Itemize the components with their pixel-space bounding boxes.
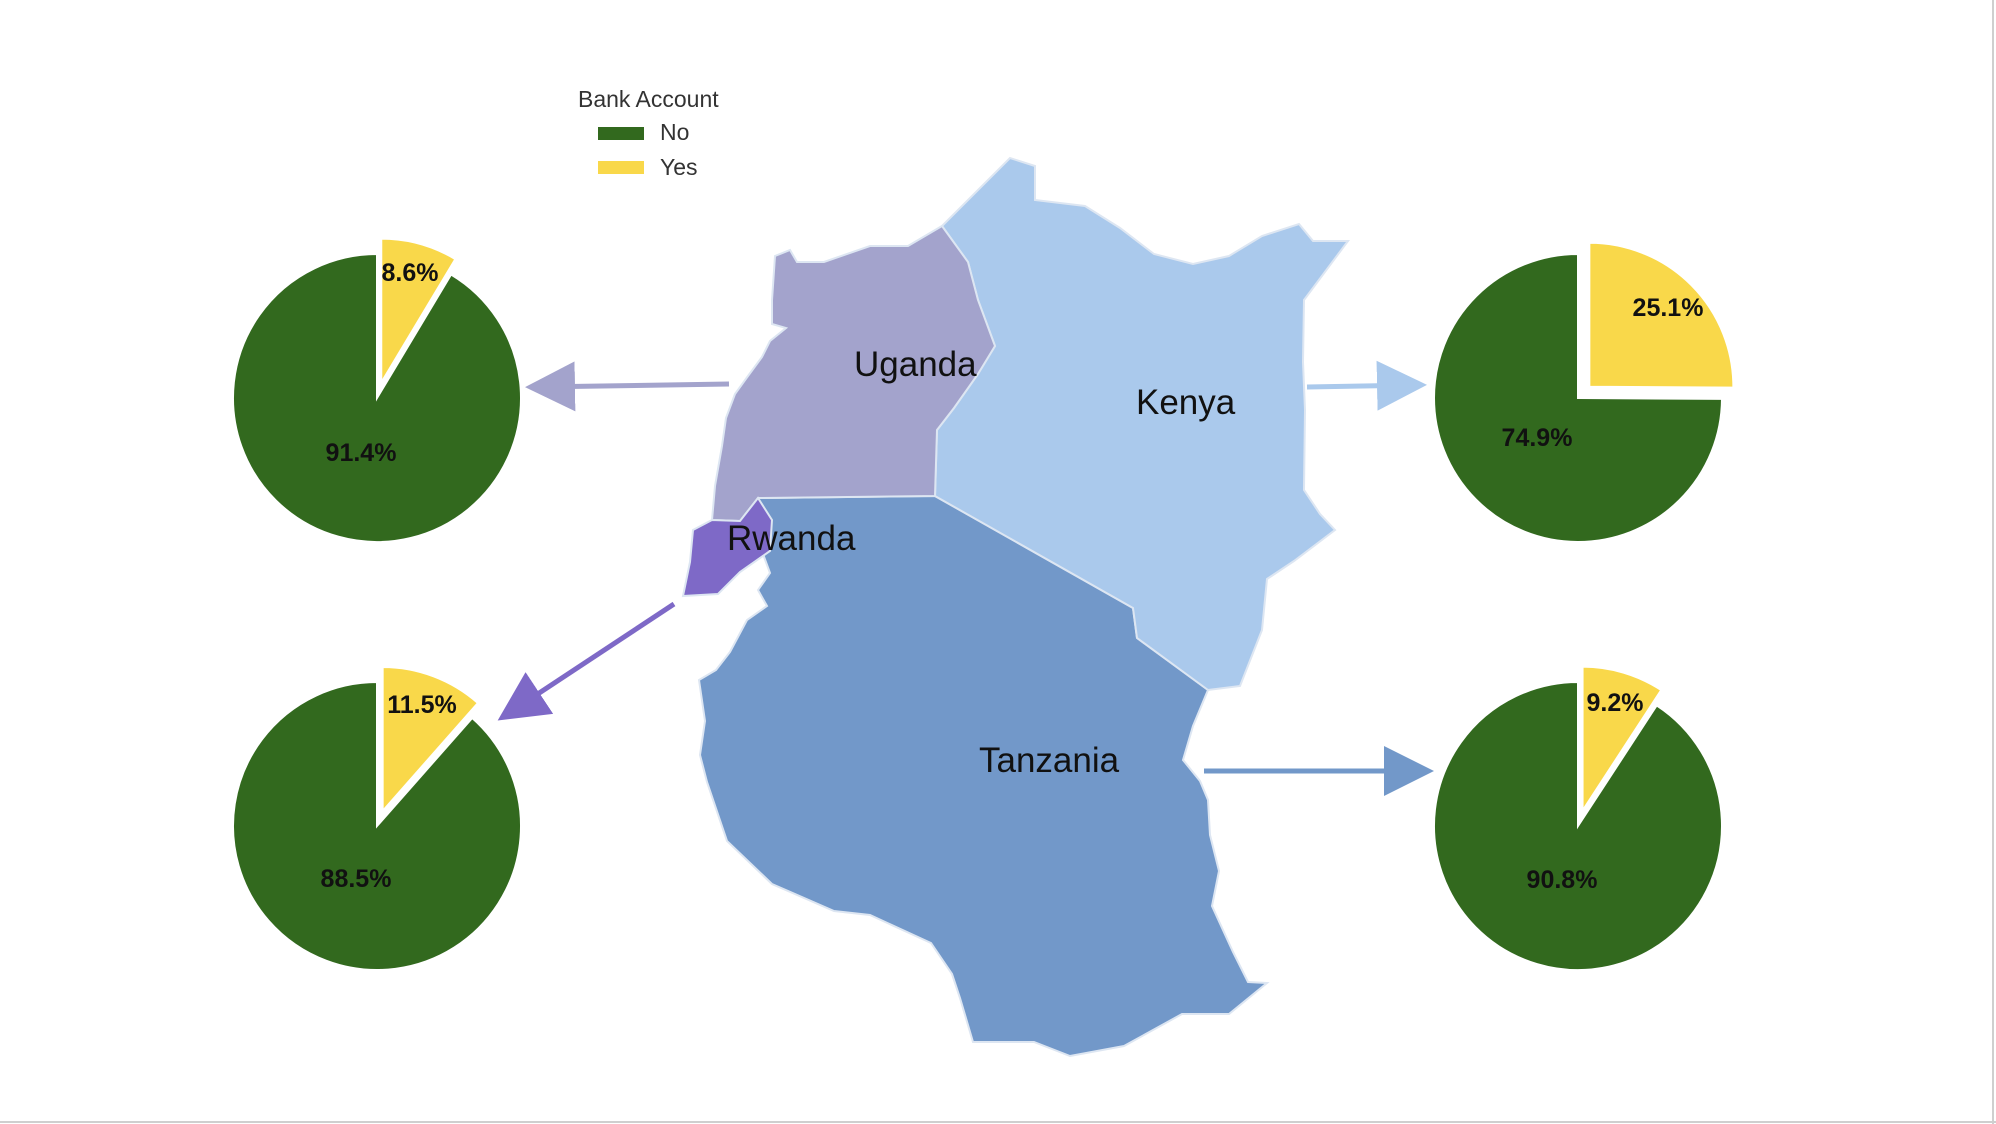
arrow-uganda xyxy=(525,361,730,412)
pie-slice-tanzania-no xyxy=(1433,680,1723,971)
legend-title: Bank Account xyxy=(578,86,719,112)
pie-label-tanzania-yes: 9.2% xyxy=(1587,689,1644,717)
pie-uganda: 91.4% 8.6% xyxy=(232,237,522,543)
frame-border-right xyxy=(1992,0,1994,1124)
pie-rwanda: 88.5% 11.5% xyxy=(232,666,522,971)
pie-slice-uganda-yes xyxy=(380,237,457,387)
map-region-rwanda xyxy=(681,496,774,598)
legend: Bank Account No Yes xyxy=(578,86,719,180)
legend-swatch-yes xyxy=(598,161,644,174)
pie-label-kenya-yes: 25.1% xyxy=(1633,294,1704,322)
country-label-tanzania: Tanzania xyxy=(979,741,1120,780)
pie-slice-kenya-no xyxy=(1433,252,1724,543)
map-region-uganda xyxy=(710,224,997,523)
pie-label-rwanda-yes: 11.5% xyxy=(387,691,457,719)
country-labels: Uganda Kenya Rwanda Tanzania xyxy=(727,345,1236,780)
pie-slice-rwanda-yes xyxy=(381,666,480,814)
country-label-rwanda: Rwanda xyxy=(727,519,856,558)
pie-label-uganda-yes: 8.6% xyxy=(382,259,439,287)
pie-label-rwanda-no: 88.5% xyxy=(321,865,392,893)
country-label-kenya: Kenya xyxy=(1136,383,1236,422)
legend-label-yes: Yes xyxy=(660,154,698,180)
pie-label-tanzania-no: 90.8% xyxy=(1527,866,1598,894)
frame-border-bottom xyxy=(0,1121,1996,1123)
pie-slice-kenya-yes xyxy=(1588,241,1735,389)
arrows xyxy=(497,360,1434,796)
map xyxy=(681,156,1350,1058)
pie-slice-uganda-no xyxy=(232,252,522,543)
arrow-rwanda xyxy=(497,601,676,721)
arrow-kenya xyxy=(1306,360,1427,411)
pie-label-kenya-no: 74.9% xyxy=(1502,424,1573,452)
legend-swatch-no xyxy=(598,127,644,140)
pie-slice-rwanda-no xyxy=(232,680,522,971)
pie-kenya: 74.9% 25.1% xyxy=(1433,241,1735,543)
pie-slice-tanzania-yes xyxy=(1581,665,1663,815)
pie-label-uganda-no: 91.4% xyxy=(326,439,397,467)
legend-label-no: No xyxy=(660,119,689,145)
map-region-tanzania xyxy=(697,494,1270,1058)
country-label-uganda: Uganda xyxy=(854,345,977,384)
pie-tanzania: 90.8% 9.2% xyxy=(1433,665,1723,971)
